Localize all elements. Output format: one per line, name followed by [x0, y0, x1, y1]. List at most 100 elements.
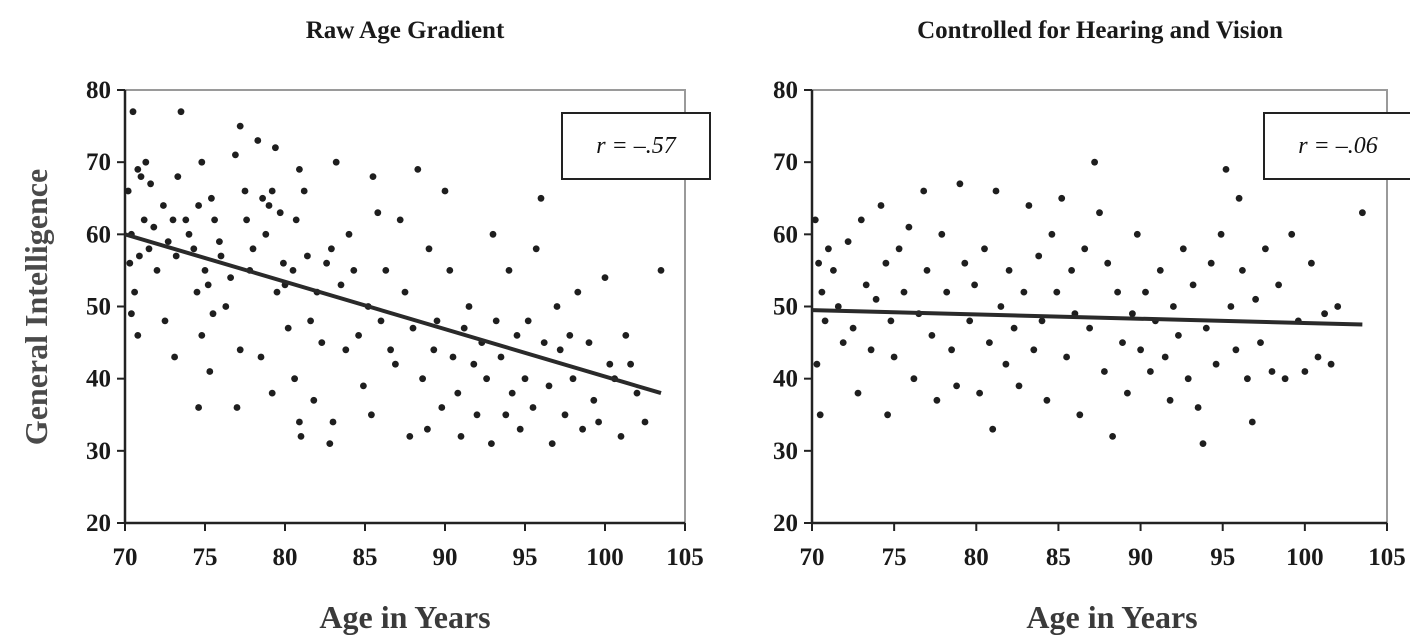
data-point: [627, 360, 634, 368]
y-tick-label: 70: [773, 149, 798, 176]
data-point: [1025, 202, 1033, 209]
data-point: [1359, 209, 1366, 217]
data-point: [1030, 346, 1038, 354]
data-point: [243, 216, 251, 224]
data-point: [928, 332, 936, 339]
chart-title: Controlled for Hearing and Vision: [917, 17, 1283, 44]
chart-title: Raw Age Gradient: [306, 17, 505, 44]
data-point: [134, 166, 142, 173]
data-point: [1239, 267, 1246, 274]
data-point: [1015, 382, 1023, 390]
data-point: [844, 238, 852, 246]
data-point: [516, 425, 524, 433]
data-point: [1104, 259, 1112, 267]
data-point: [1184, 375, 1192, 383]
data-point: [1252, 295, 1259, 303]
y-tick-label: 20: [86, 510, 111, 537]
data-point: [387, 346, 394, 354]
data-point: [1068, 267, 1075, 274]
data-point: [124, 187, 132, 195]
correlation-box: [561, 112, 711, 180]
x-axis: 70 75 80 85 90 95 100 105: [800, 521, 1406, 571]
data-point: [350, 267, 358, 274]
data-point: [1109, 433, 1116, 440]
data-point: [1235, 194, 1243, 202]
data-point: [595, 418, 602, 426]
data-point: [1327, 360, 1335, 368]
data-points: [811, 158, 1366, 447]
data-point: [884, 411, 891, 419]
data-points: [124, 108, 665, 447]
data-point: [1257, 339, 1264, 346]
data-point: [1275, 281, 1282, 289]
x-tick-label: 95: [513, 544, 538, 571]
data-point: [1142, 288, 1149, 296]
data-point: [529, 404, 537, 411]
data-point: [641, 418, 649, 426]
data-point: [193, 288, 201, 296]
data-point: [989, 425, 997, 433]
y-tick-label: 30: [773, 438, 798, 465]
data-point: [508, 389, 516, 397]
data-point: [473, 411, 481, 419]
data-point: [216, 238, 223, 246]
data-point: [204, 281, 212, 289]
data-point: [337, 281, 345, 289]
data-point: [497, 353, 505, 361]
data-point: [284, 324, 292, 332]
data-point: [369, 173, 377, 181]
data-point: [329, 418, 337, 426]
data-point: [433, 317, 441, 325]
data-point: [1035, 252, 1043, 260]
data-point: [222, 303, 230, 310]
data-point: [971, 281, 978, 289]
y-tick-label: 50: [773, 294, 798, 321]
data-point: [272, 144, 279, 152]
data-point: [483, 375, 490, 383]
data-point: [296, 418, 303, 426]
data-point: [961, 259, 969, 267]
data-point: [236, 122, 244, 130]
data-point: [943, 288, 951, 296]
data-point: [1207, 259, 1215, 267]
data-point: [326, 440, 334, 447]
data-point: [895, 245, 903, 253]
correlation-label: r = –.57: [596, 133, 677, 159]
data-point: [976, 389, 983, 397]
data-point: [1137, 346, 1144, 354]
data-point: [457, 433, 465, 440]
data-point: [171, 353, 179, 361]
y-axis-title: General Intelligence: [18, 169, 54, 445]
data-point: [948, 346, 955, 354]
x-axis-title: Age in Years: [319, 599, 490, 635]
correlation-label: r = –.06: [1298, 133, 1378, 159]
data-point: [569, 375, 577, 383]
data-point: [890, 353, 898, 361]
data-point: [323, 259, 330, 267]
data-point: [1063, 353, 1070, 361]
regression-line: [811, 308, 1363, 327]
data-point: [198, 332, 206, 339]
data-point: [382, 267, 390, 274]
data-point: [227, 274, 235, 281]
data-point: [1314, 353, 1322, 361]
data-point: [419, 375, 426, 383]
data-point: [1232, 346, 1240, 354]
data-point: [292, 216, 300, 224]
data-point: [1096, 209, 1103, 217]
data-point: [1321, 310, 1328, 318]
data-point: [502, 411, 510, 419]
data-point: [813, 360, 821, 368]
data-point: [1081, 245, 1089, 253]
data-point: [601, 274, 609, 281]
x-tick-label: 105: [1368, 544, 1406, 571]
data-point: [127, 310, 135, 318]
data-point: [296, 166, 303, 173]
data-point: [195, 404, 203, 411]
data-point: [872, 295, 880, 303]
x-tick-label: 100: [586, 544, 624, 571]
data-point: [406, 433, 414, 440]
data-point: [1020, 288, 1028, 296]
data-point: [825, 245, 832, 253]
